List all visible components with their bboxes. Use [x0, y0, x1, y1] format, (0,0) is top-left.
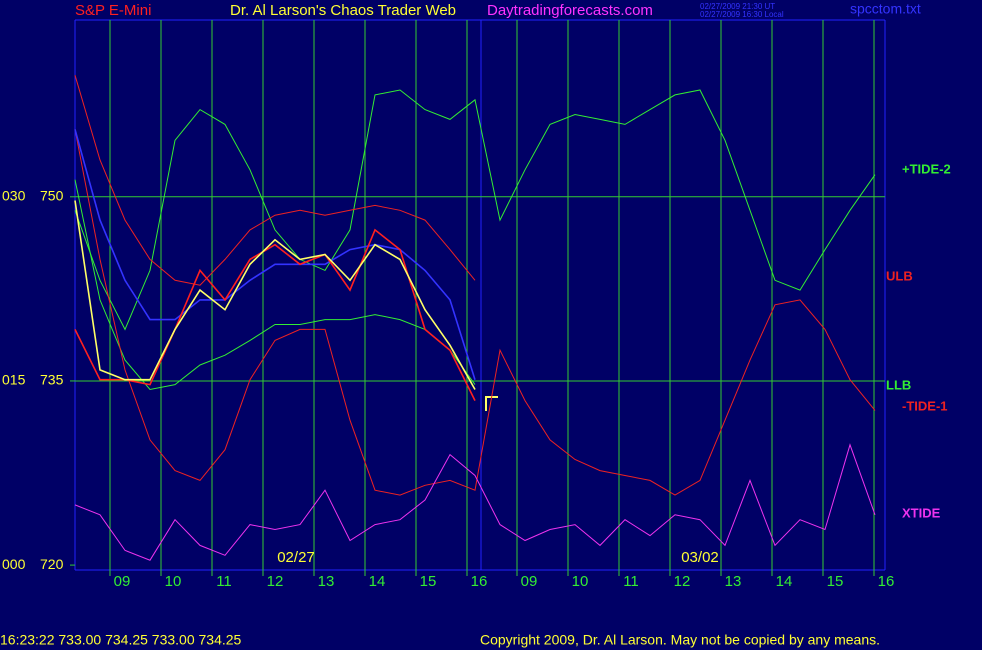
x-tick-label: 11 — [623, 573, 639, 590]
y-tick-label: 735 — [40, 372, 64, 388]
timestamp: 02/27/2009 21:30 UT — [700, 2, 775, 11]
legend-label: LLB — [886, 377, 911, 392]
x-tick-label: 10 — [165, 573, 182, 590]
series-line — [74, 129, 876, 496]
series-line — [74, 443, 876, 561]
y2-tick-label: 030 — [2, 187, 26, 203]
bracket — [485, 396, 498, 411]
x-tick-label: 12 — [674, 573, 691, 590]
x-tick-label: 16 — [878, 573, 895, 590]
legend-label: -TIDE-1 — [902, 398, 948, 413]
y-tick-label: 750 — [40, 187, 64, 203]
y2-tick-label: 015 — [2, 372, 26, 388]
date-label: 02/27 — [277, 549, 315, 566]
timestamp: 02/27/2009 16:30 Local — [700, 10, 784, 19]
x-tick-label: 13 — [725, 573, 742, 590]
series-line — [74, 129, 476, 380]
x-tick-label: 14 — [776, 573, 793, 590]
x-tick-label: 09 — [114, 573, 131, 590]
x-tick-label: 10 — [572, 573, 589, 590]
series-line — [74, 75, 476, 286]
x-tick-label: 15 — [827, 573, 844, 590]
x-tick-label: 16 — [471, 573, 488, 590]
x-tick-label: 11 — [216, 573, 232, 590]
x-tick-label: 09 — [521, 573, 538, 590]
y2-tick-label: 000 — [2, 556, 26, 572]
quote: 16:23:22 733.00 734.25 733.00 734.25 — [0, 632, 242, 648]
symbol: S&P E-Mini — [75, 2, 151, 19]
x-tick-label: 13 — [318, 573, 335, 590]
site: Daytradingforecasts.com — [487, 2, 653, 19]
x-tick-label: 12 — [267, 573, 284, 590]
x-tick-label: 15 — [420, 573, 437, 590]
legend-label: XTIDE — [902, 505, 941, 520]
x-tick-label: 14 — [369, 573, 386, 590]
series-line — [74, 200, 476, 390]
copyright: Copyright 2009, Dr. Al Larson. May not b… — [480, 632, 880, 648]
legend-label: ULB — [886, 268, 913, 283]
file-name: spcctom.txt — [850, 1, 921, 17]
chart-title: Dr. Al Larson's Chaos Trader Web — [230, 2, 456, 19]
y-tick-label: 720 — [40, 556, 64, 572]
date-label: 03/02 — [681, 549, 719, 566]
series-line — [74, 89, 876, 331]
legend-label: +TIDE-2 — [902, 161, 951, 176]
